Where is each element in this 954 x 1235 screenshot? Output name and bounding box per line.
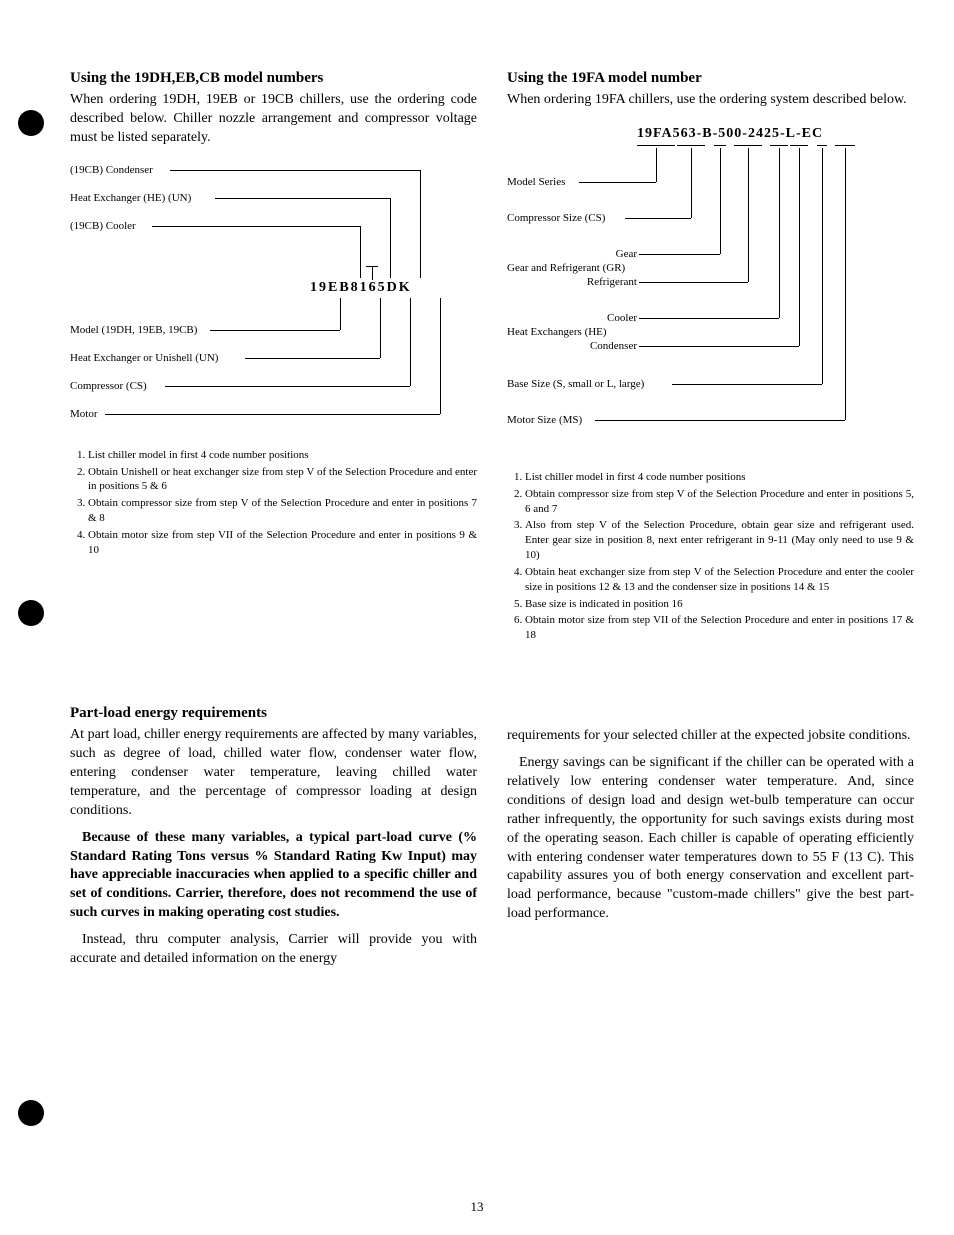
label-base-size: Base Size (S, small or L, large): [507, 378, 644, 390]
leader-line: [170, 170, 420, 171]
label-compressor: Compressor (CS): [70, 380, 147, 392]
list-item: List chiller model in first 4 code numbe…: [525, 470, 914, 485]
label-gr: Gear and Refrigerant (GR): [507, 262, 625, 274]
list-item: Obtain motor size from step VII of the S…: [525, 613, 914, 643]
list-item: Obtain Unishell or heat exchanger size f…: [88, 465, 477, 495]
leader-line: [245, 358, 380, 359]
steps-right: List chiller model in first 4 code numbe…: [507, 470, 914, 643]
leader-line: [748, 148, 749, 282]
leader-line: [210, 330, 340, 331]
leader-line: [656, 148, 657, 182]
heading-left: Using the 19DH,EB,CB model numbers: [70, 70, 477, 87]
pl-para5: Energy savings can be significant if the…: [507, 754, 914, 924]
label-cooler: (19CB) Cooler: [70, 220, 136, 232]
code-underline: [790, 145, 808, 146]
label-gear: Gear: [507, 248, 637, 260]
diagram-right: 19FA563-B-500-2425-L-EC Model Series Com…: [507, 120, 914, 460]
leader-line: [410, 298, 411, 386]
pl-para4: requirements for your selected chiller a…: [507, 727, 914, 746]
part-load-section: Part-load energy requirements At part lo…: [70, 705, 914, 977]
code-underline: [637, 145, 675, 146]
label-refrigerant: Refrigerant: [507, 276, 637, 288]
diagram-left: 19EB8165DK (19CB) Condenser Heat Exchang…: [70, 158, 477, 438]
list-item: Base size is indicated in position 16: [525, 597, 914, 612]
leader-line: [625, 218, 691, 219]
leader-line: [380, 298, 381, 358]
leader-line: [639, 318, 779, 319]
label-he-or-unishell: Heat Exchanger or Unishell (UN): [70, 352, 218, 364]
intro-right: When ordering 19FA chillers, use the ord…: [507, 91, 914, 110]
leader-line: [720, 148, 721, 254]
leader-line: [691, 148, 692, 218]
left-column: Using the 19DH,EB,CB model numbers When …: [70, 70, 477, 645]
leader-line: [799, 148, 800, 346]
label-condenser: (19CB) Condenser: [70, 164, 153, 176]
model-code-right: 19FA563-B-500-2425-L-EC: [637, 126, 823, 142]
list-item: Obtain compressor size from step V of th…: [88, 496, 477, 526]
leader-line: [639, 346, 799, 347]
leader-line: [420, 170, 421, 278]
list-item: List chiller model in first 4 code numbe…: [88, 448, 477, 463]
leader-line: [639, 254, 720, 255]
leader-line: [390, 198, 391, 278]
list-item: Obtain heat exchanger size from step V o…: [525, 565, 914, 595]
label-motor: Motor: [70, 408, 98, 420]
label-model-series: Model Series: [507, 176, 565, 188]
label-motor-size: Motor Size (MS): [507, 414, 582, 426]
code-underline: [677, 145, 705, 146]
pl-para3: Instead, thru computer analysis, Carrier…: [70, 931, 477, 969]
leader-line: [779, 148, 780, 318]
label-cooler2: Cooler: [507, 312, 637, 324]
pl-para1: At part load, chiller energy requirement…: [70, 726, 477, 820]
leader-line: [639, 282, 748, 283]
heading-part-load: Part-load energy requirements: [70, 705, 477, 722]
heading-right: Using the 19FA model number: [507, 70, 914, 87]
leader-line: [822, 148, 823, 384]
leader-line: [105, 414, 440, 415]
label-he-un: Heat Exchanger (HE) (UN): [70, 192, 191, 204]
label-condenser2: Condenser: [507, 340, 637, 352]
top-section: Using the 19DH,EB,CB model numbers When …: [70, 70, 914, 645]
punch-hole-dot: [18, 1100, 44, 1126]
code-underline: [817, 145, 827, 146]
leader-line: [595, 420, 845, 421]
leader-line: [579, 182, 656, 183]
list-item: Obtain compressor size from step V of th…: [525, 487, 914, 517]
right-column: Using the 19FA model number When orderin…: [507, 70, 914, 645]
list-item: Also from step V of the Selection Proced…: [525, 518, 914, 563]
intro-left: When ordering 19DH, 19EB or 19CB chiller…: [70, 91, 477, 148]
leader-line: [360, 226, 361, 278]
punch-hole-dot: [18, 110, 44, 136]
leader-line: [366, 266, 378, 267]
punch-hole-dot: [18, 600, 44, 626]
leader-line: [165, 386, 410, 387]
pl-para2: Because of these many variables, a typic…: [70, 829, 477, 923]
code-underline: [770, 145, 788, 146]
page-number: 13: [0, 1199, 954, 1215]
code-underline: [734, 145, 762, 146]
label-cs: Compressor Size (CS): [507, 212, 605, 224]
leader-line: [340, 298, 341, 330]
leader-line: [440, 298, 441, 414]
leader-line: [372, 266, 373, 280]
list-item: Obtain motor size from step VII of the S…: [88, 528, 477, 558]
label-model: Model (19DH, 19EB, 19CB): [70, 324, 197, 336]
code-underline: [714, 145, 726, 146]
leader-line: [152, 226, 360, 227]
part-load-left: Part-load energy requirements At part lo…: [70, 705, 477, 977]
model-code-left: 19EB8165DK: [310, 280, 412, 296]
leader-line: [845, 148, 846, 420]
steps-left: List chiller model in first 4 code numbe…: [70, 448, 477, 558]
leader-line: [672, 384, 822, 385]
code-underline: [835, 145, 855, 146]
part-load-right: requirements for your selected chiller a…: [507, 705, 914, 977]
label-he2: Heat Exchangers (HE): [507, 326, 607, 338]
leader-line: [215, 198, 390, 199]
